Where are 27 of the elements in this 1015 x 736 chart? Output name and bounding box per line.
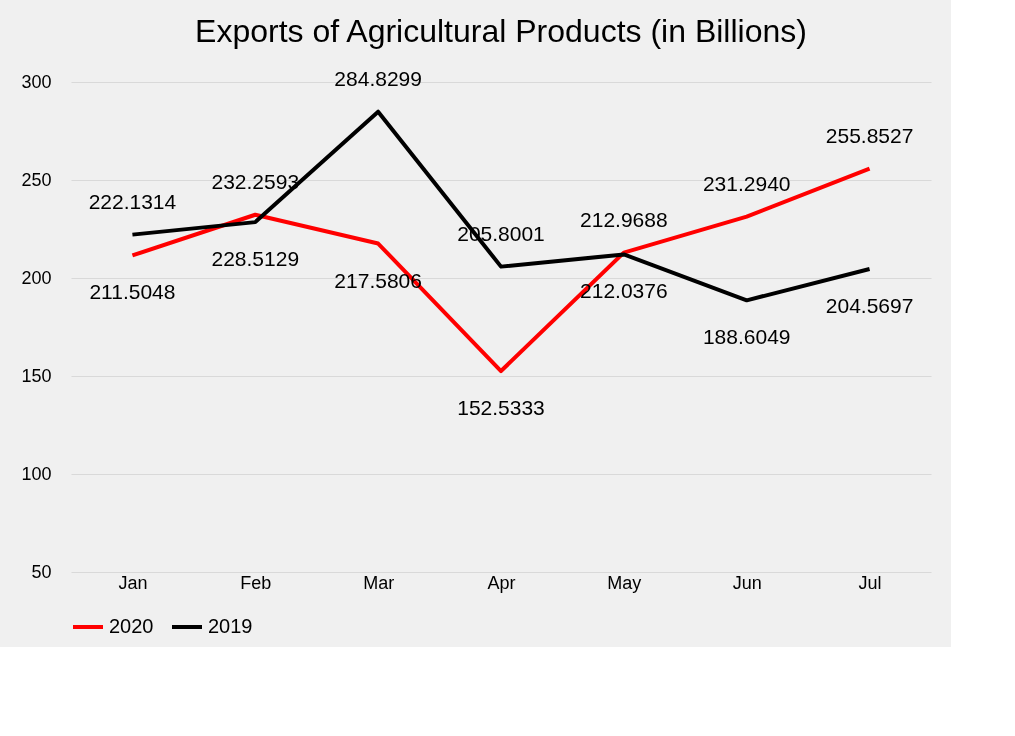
y-tick-label: 100 <box>21 463 52 484</box>
legend-label: 2020 <box>109 615 154 637</box>
x-tick-label: Mar <box>363 572 395 593</box>
data-label: 188.6049 <box>702 325 791 349</box>
data-label: 232.2593 <box>211 169 300 193</box>
data-label: 284.8299 <box>334 66 422 90</box>
x-tick-label: Jan <box>118 572 148 593</box>
x-tick-label: Jul <box>858 572 882 593</box>
y-tick-label: 200 <box>21 267 52 288</box>
y-tick-label: 50 <box>31 561 52 582</box>
legend-label: 2019 <box>208 615 253 637</box>
data-label: 204.5697 <box>825 294 914 318</box>
x-tick-label: Apr <box>487 572 516 593</box>
data-label: 211.5048 <box>89 280 176 304</box>
data-label: 228.5129 <box>211 247 300 271</box>
chart-title: Exports of Agricultural Products (in Billions) <box>195 12 807 49</box>
data-label: 212.9688 <box>580 207 668 231</box>
x-tick-label: Feb <box>240 572 272 593</box>
y-tick-label: 300 <box>21 71 52 92</box>
data-label: 222.1314 <box>88 189 177 213</box>
y-tick-label: 150 <box>21 365 52 386</box>
y-tick-label: 250 <box>21 169 52 190</box>
x-tick-label: May <box>607 572 642 593</box>
data-label: 231.2940 <box>702 171 791 195</box>
data-label: 152.5333 <box>457 396 545 420</box>
x-tick-label: Jun <box>732 572 762 593</box>
data-label: 255.8527 <box>825 123 914 147</box>
